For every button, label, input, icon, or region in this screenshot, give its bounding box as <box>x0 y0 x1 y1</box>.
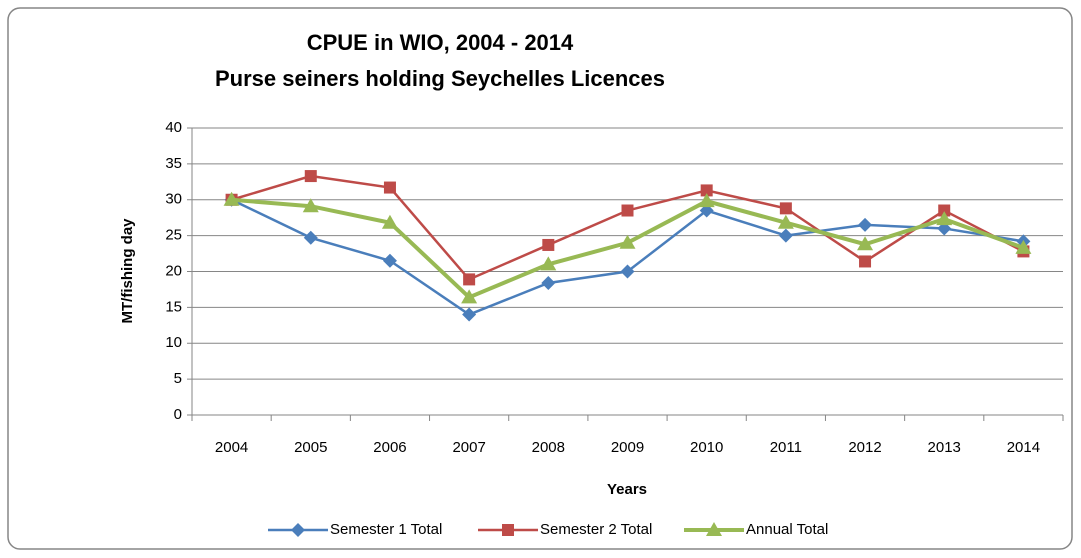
x-tick-label: 2013 <box>928 439 961 456</box>
x-tick-label: 2008 <box>532 439 565 456</box>
x-tick-label: 2005 <box>294 439 327 456</box>
marker <box>223 191 240 206</box>
marker <box>291 523 305 537</box>
x-tick-label: 2010 <box>690 439 723 456</box>
y-tick-label: 30 <box>165 191 182 208</box>
marker <box>857 236 874 251</box>
y-tick-label: 15 <box>165 298 182 315</box>
marker <box>303 230 318 245</box>
legend-label: Semester 1 Total <box>330 521 442 538</box>
x-tick-label: 2006 <box>373 439 406 456</box>
chart-subtitle: Purse seiners holding Seychelles Licence… <box>215 66 665 91</box>
y-tick-label: 10 <box>165 334 182 351</box>
legend-label: Annual Total <box>746 521 828 538</box>
marker <box>859 255 872 268</box>
marker <box>779 202 792 215</box>
chart-title: CPUE in WIO, 2004 - 2014 <box>307 30 574 55</box>
marker <box>462 307 477 322</box>
marker <box>542 238 555 251</box>
marker <box>461 289 478 304</box>
marker <box>302 198 319 213</box>
marker <box>706 522 722 536</box>
chart-frame <box>7 7 1073 550</box>
marker <box>383 181 396 194</box>
x-tick-label: 2004 <box>215 439 248 456</box>
x-axis-title: Years <box>607 481 647 498</box>
marker <box>938 204 951 217</box>
marker <box>619 234 636 249</box>
marker <box>858 217 873 232</box>
marker <box>304 170 317 183</box>
marker <box>1015 239 1032 254</box>
marker <box>382 253 397 268</box>
marker <box>777 214 794 229</box>
marker <box>621 204 634 217</box>
x-tick-label: 2012 <box>848 439 881 456</box>
marker <box>541 275 556 290</box>
y-tick-label: 20 <box>165 262 182 279</box>
marker <box>698 193 715 208</box>
y-tick-label: 25 <box>165 227 182 244</box>
x-tick-label: 2011 <box>770 439 802 456</box>
marker <box>540 256 557 271</box>
y-tick-label: 40 <box>165 119 182 136</box>
y-tick-label: 35 <box>165 155 182 172</box>
marker <box>700 184 713 197</box>
marker <box>778 228 793 243</box>
marker <box>502 524 514 536</box>
marker <box>620 264 635 279</box>
x-tick-label: 2014 <box>1007 439 1040 456</box>
marker <box>463 273 476 286</box>
x-tick-label: 2007 <box>452 439 485 456</box>
y-tick-label: 0 <box>174 406 182 423</box>
y-axis-title: MT/fishing day <box>119 218 136 324</box>
marker <box>381 214 398 229</box>
legend-label: Semester 2 Total <box>540 521 652 538</box>
y-tick-label: 5 <box>174 370 182 387</box>
x-tick-label: 2009 <box>611 439 644 456</box>
marker <box>936 211 953 226</box>
